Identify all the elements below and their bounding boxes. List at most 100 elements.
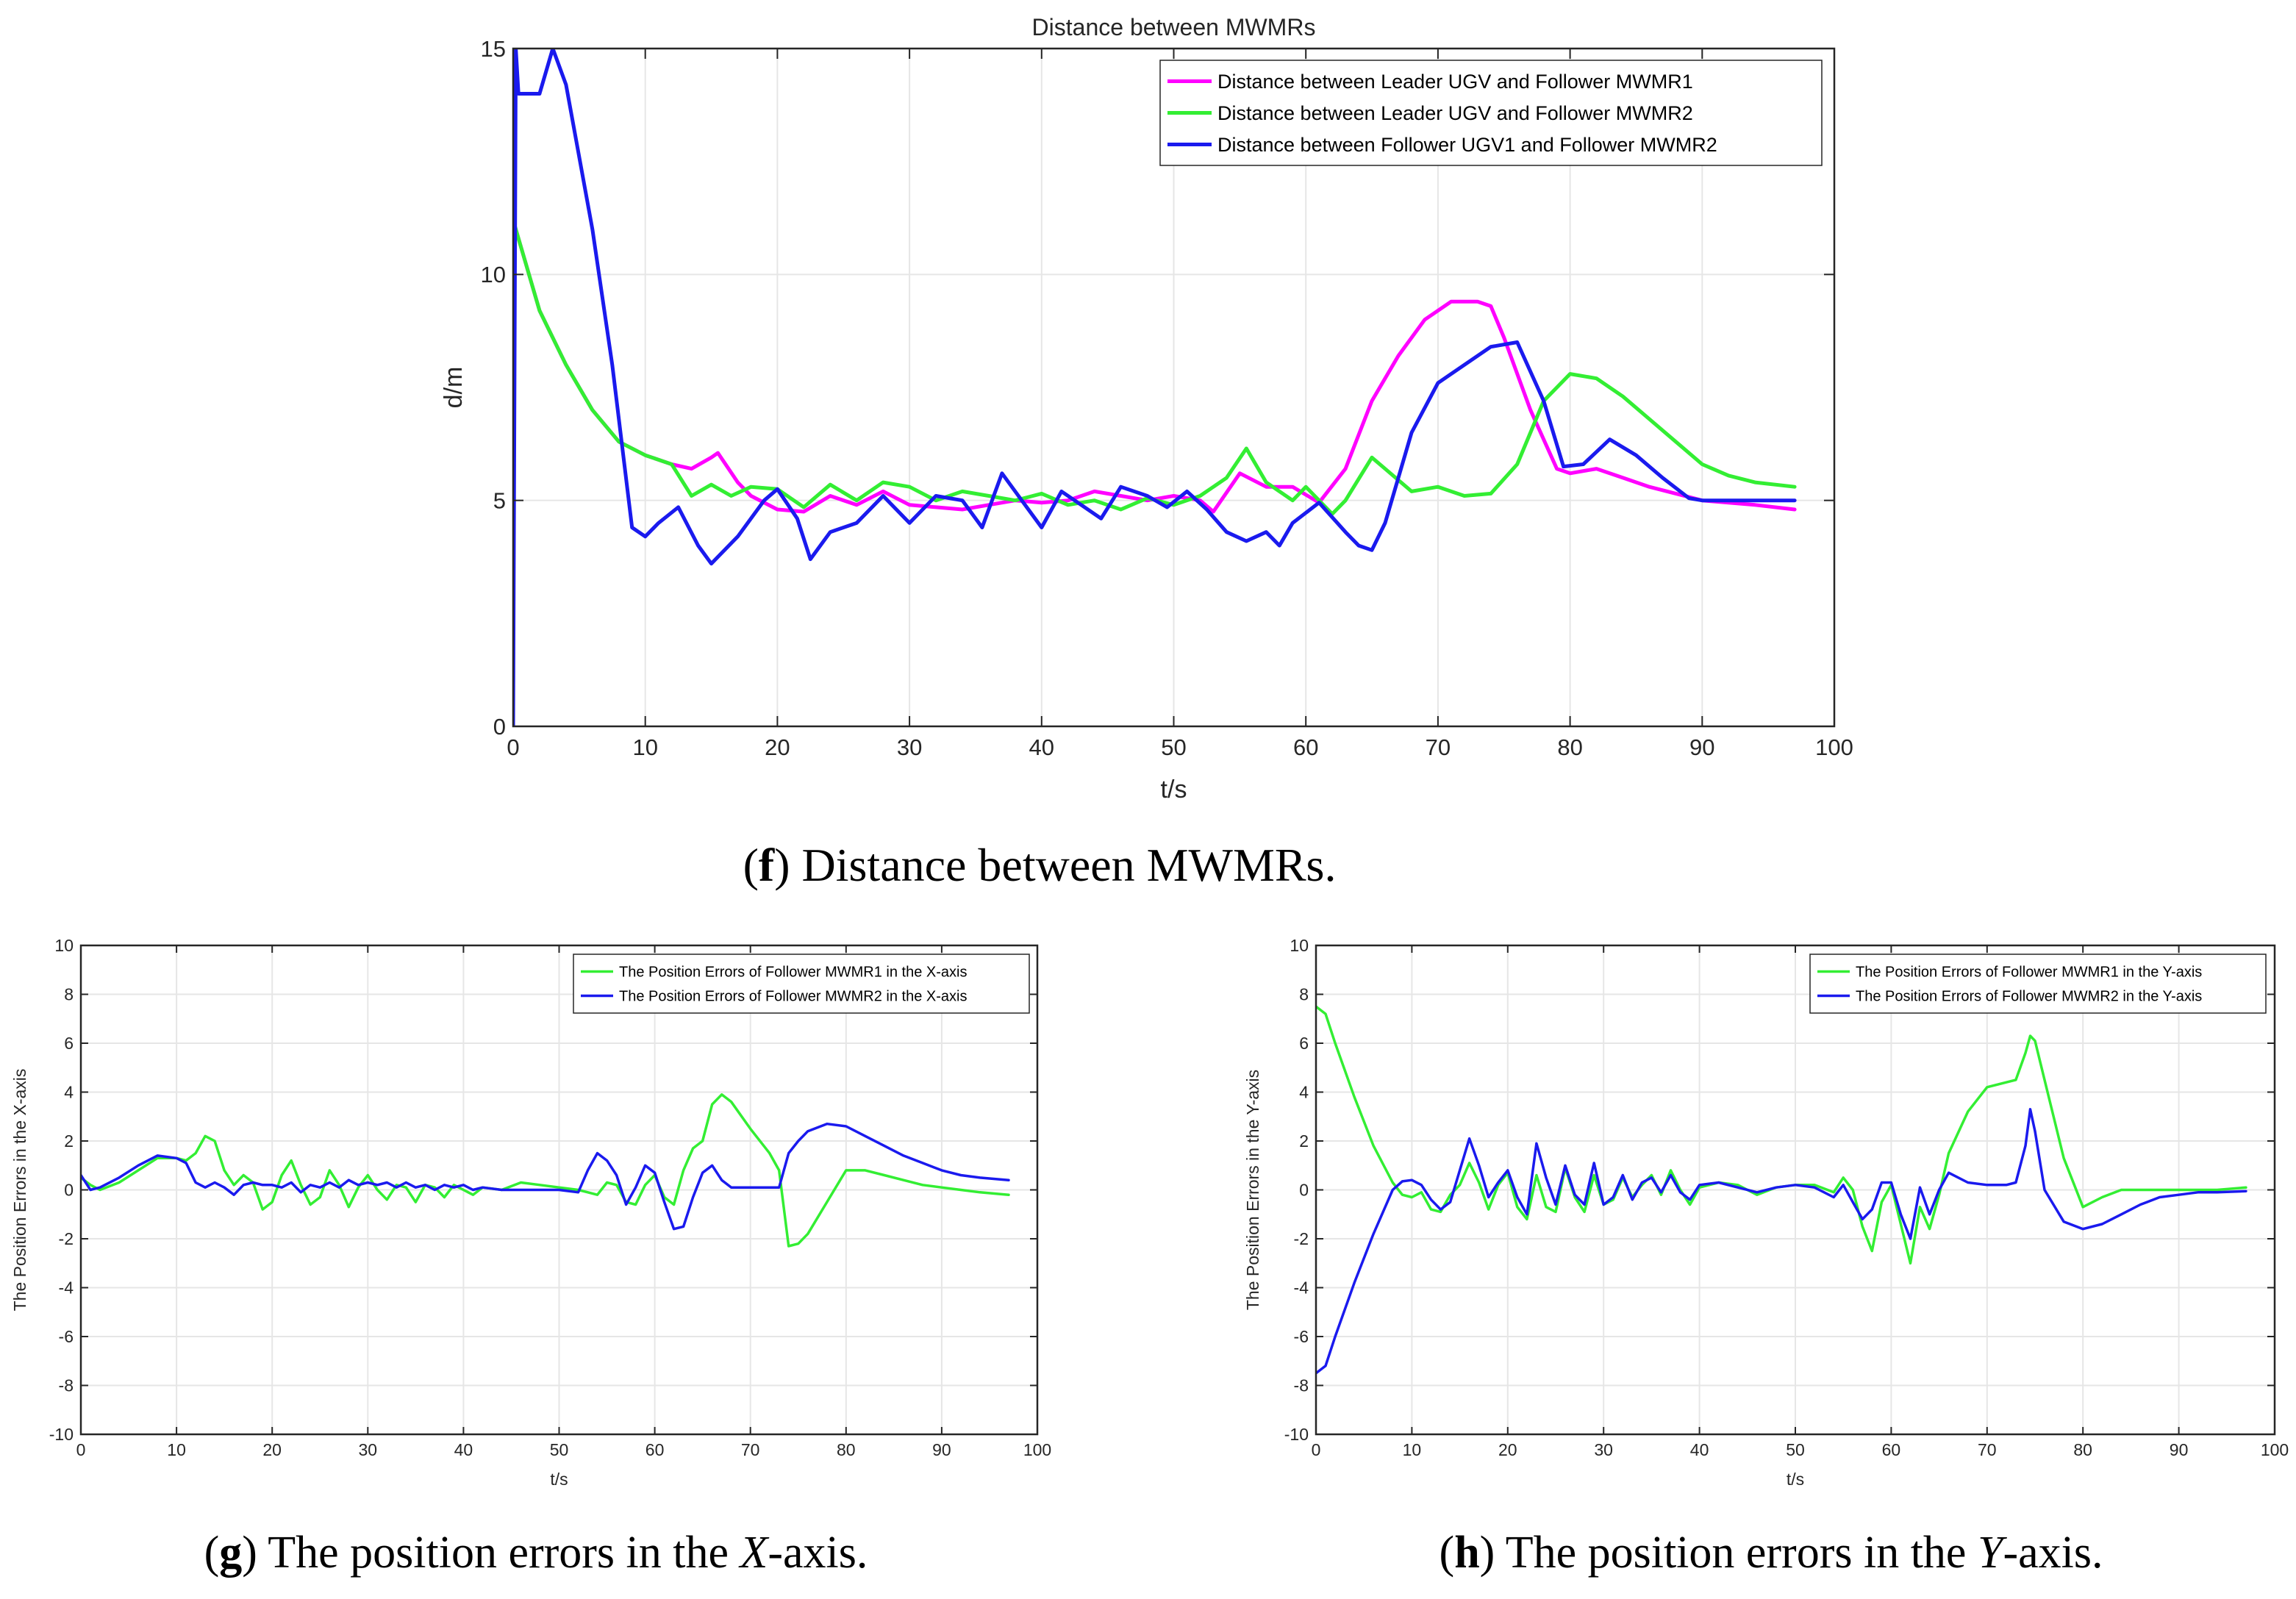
- y-tick-label: 8: [1299, 985, 1309, 1004]
- x-tick-label: 10: [1403, 1440, 1422, 1459]
- y-tick-label: -8: [1294, 1376, 1309, 1395]
- figure-caption: (f) Distance between MWMRs.: [743, 839, 1337, 891]
- y-tick-label: 4: [64, 1083, 74, 1102]
- x-tick-label: 20: [262, 1440, 282, 1459]
- caption-axis-letter: Y: [1978, 1528, 2007, 1578]
- x-tick-label: 30: [1594, 1440, 1613, 1459]
- x-tick-label: 50: [1161, 734, 1186, 760]
- x-tick-label: 90: [932, 1440, 951, 1459]
- caption-suffix: -axis.: [2003, 1528, 2103, 1578]
- legend-entry-2: Distance between Leader UGV and Follower…: [1217, 102, 1693, 124]
- x-tick-label: 80: [837, 1440, 856, 1459]
- y-tick-label: 2: [64, 1131, 74, 1151]
- caption-letter: h: [1454, 1528, 1479, 1578]
- legend: Distance between Leader UGV and Follower…: [1159, 60, 1823, 166]
- y-tick-label: -4: [1294, 1278, 1309, 1298]
- x-tick-label: 0: [76, 1440, 86, 1459]
- x-axis-label: t/s: [1161, 776, 1187, 804]
- y-tick-label: -10: [49, 1425, 74, 1444]
- y-tick-label: -2: [1294, 1229, 1309, 1248]
- y-tick-label: 0: [1299, 1181, 1309, 1200]
- series-group: [1316, 1005, 2247, 1375]
- y-tick-label: -4: [59, 1278, 74, 1298]
- y-tick-label: -10: [1284, 1425, 1309, 1444]
- y-tick-label: 2: [1299, 1131, 1309, 1151]
- y-tick-label: -8: [59, 1376, 74, 1395]
- figure-caption: (g) The position errors in the X-axis.: [204, 1528, 868, 1578]
- y-tick-label: 6: [64, 1034, 74, 1053]
- series-line-1: [513, 218, 1797, 514]
- figure-caption: (h) The position errors in the Y-axis.: [1440, 1528, 2103, 1578]
- x-tick-label: 0: [1312, 1440, 1321, 1459]
- x-tick-label: 100: [1815, 734, 1853, 760]
- y-tick-label: -6: [1294, 1327, 1309, 1346]
- legend-box: [573, 954, 1030, 1014]
- x-tick-label: 10: [167, 1440, 186, 1459]
- y-axis-label: The Position Errors in the X-axis: [10, 1069, 29, 1312]
- x-tick-label: 70: [741, 1440, 760, 1459]
- y-tick-label: 0: [493, 714, 506, 740]
- x-tick-label: 70: [1978, 1440, 1997, 1459]
- x-axis-label: t/s: [550, 1470, 568, 1489]
- x-tick-label: 10: [632, 734, 657, 760]
- series-group: [81, 1093, 1010, 1248]
- x-tick-label: 100: [1023, 1440, 1051, 1459]
- x-tick-label: 60: [645, 1440, 665, 1459]
- legend: The Position Errors of Follower MWMR1 in…: [1809, 954, 2267, 1014]
- caption-text: ) The position errors in the: [242, 1528, 740, 1578]
- y-tick-label: 0: [64, 1181, 74, 1200]
- x-tick-label: 70: [1426, 734, 1451, 760]
- y-tick-label: 15: [481, 36, 506, 62]
- caption-letter: g: [219, 1528, 242, 1578]
- x-tick-label: 50: [550, 1440, 569, 1459]
- series-line-2: [1316, 1108, 2247, 1375]
- caption-letter: f: [759, 839, 775, 891]
- x-tick-label: 90: [1689, 734, 1714, 760]
- x-tick-label: 40: [454, 1440, 473, 1459]
- series-line-3: [513, 49, 1797, 726]
- x-tick-label: 80: [2073, 1440, 2092, 1459]
- x-tick-label: 40: [1690, 1440, 1709, 1459]
- caption-paren: (: [1440, 1528, 1455, 1578]
- caption-suffix: -axis.: [768, 1528, 868, 1578]
- legend-entry-1: The Position Errors of Follower MWMR1 in…: [1856, 965, 2202, 981]
- chart-g: 0 10 20 30 40 50 60 70 80 90 100 -10 -8 -6 -4 -2 0 2 4 6 8 10…: [10, 936, 1051, 1578]
- caption-axis-letter: X: [738, 1528, 770, 1578]
- legend-entry-2: The Position Errors of Follower MWMR2 in…: [619, 989, 967, 1005]
- x-tick-label: 90: [2170, 1440, 2189, 1459]
- y-tick-label: 6: [1299, 1034, 1309, 1053]
- legend-entry-1: Distance between Leader UGV and Follower…: [1217, 71, 1693, 93]
- x-tick-label: 40: [1029, 734, 1054, 760]
- y-tick-label: 4: [1299, 1083, 1309, 1102]
- x-tick-label: 50: [1786, 1440, 1805, 1459]
- y-tick-label: 10: [1290, 936, 1309, 955]
- series-group: [513, 49, 1797, 726]
- x-tick-label: 100: [2261, 1440, 2289, 1459]
- x-tick-label: 30: [359, 1440, 378, 1459]
- y-axis-label: d/m: [440, 367, 468, 409]
- x-tick-label: 60: [1293, 734, 1318, 760]
- legend-box: [1159, 60, 1823, 166]
- x-tick-label: 80: [1557, 734, 1582, 760]
- y-tick-label: 10: [54, 936, 74, 955]
- x-axis-label: t/s: [1787, 1470, 1804, 1489]
- chart-title: Distance between MWMRs: [1032, 14, 1316, 40]
- x-tick-label: 20: [1498, 1440, 1517, 1459]
- y-tick-label: -2: [59, 1229, 74, 1248]
- caption-text: ) Distance between MWMRs.: [774, 839, 1336, 891]
- y-tick-label: 10: [481, 262, 506, 287]
- legend-box: [1809, 954, 2267, 1014]
- series-line-1: [81, 1093, 1010, 1248]
- legend-entry-2: The Position Errors of Follower MWMR2 in…: [1856, 989, 2202, 1005]
- x-tick-label: 20: [765, 734, 790, 760]
- x-tick-label: 60: [1882, 1440, 1901, 1459]
- chart-h: 0 10 20 30 40 50 60 70 80 90 100 -10 -8 -6 -4 -2 0 2 4 6 8 10…: [1243, 936, 2289, 1578]
- x-tick-label: 0: [507, 734, 519, 760]
- y-tick-label: 8: [64, 985, 74, 1004]
- caption-paren: (: [743, 839, 759, 891]
- caption-paren: (: [204, 1528, 220, 1578]
- y-tick-label: 5: [493, 488, 506, 514]
- chart-f: 0 10 20 30 40 50 60 70 80 90 100 0 5 10 15 t/s d/m Distan…: [440, 14, 1853, 891]
- legend: The Position Errors of Follower MWMR1 in…: [573, 954, 1030, 1014]
